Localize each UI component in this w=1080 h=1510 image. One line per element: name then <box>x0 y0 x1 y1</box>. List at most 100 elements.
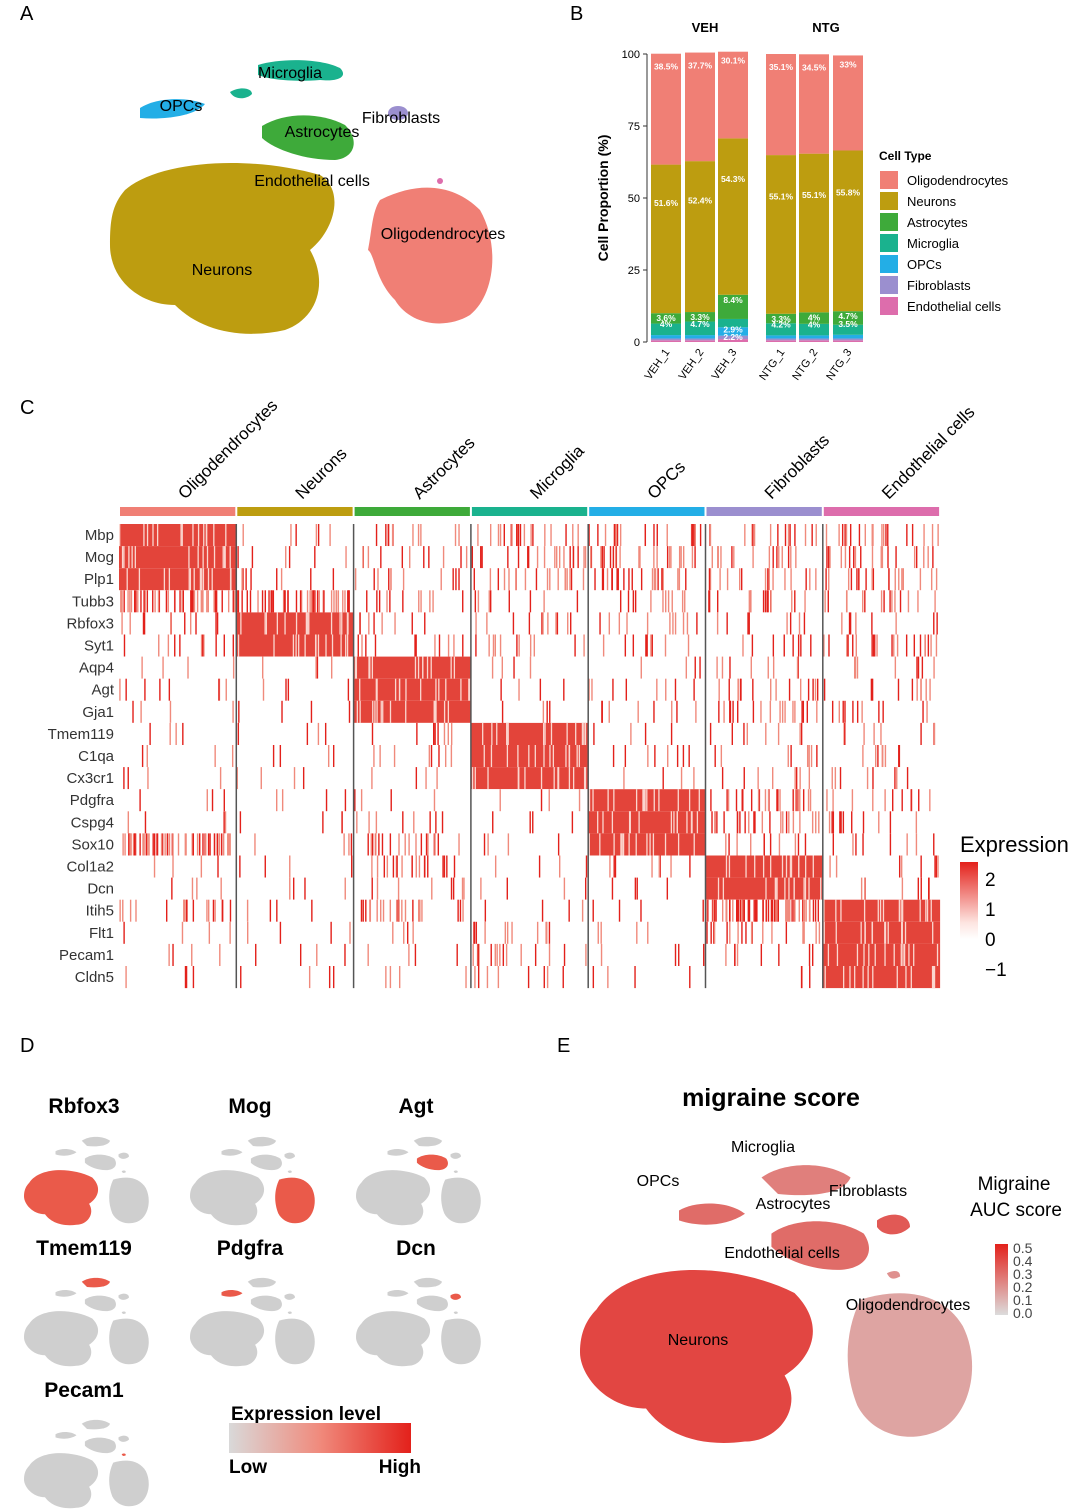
heatmap-stripe <box>736 833 738 856</box>
heatmap-stripe <box>213 524 215 547</box>
heatmap-stripe <box>232 700 234 723</box>
umap-e-label-endothelial: Endothelial cells <box>724 1245 840 1262</box>
heatmap-stripe <box>119 678 121 701</box>
heatmap-stripe <box>538 855 541 878</box>
heatmap-stripe <box>131 546 133 569</box>
heatmap-stripe <box>750 656 752 679</box>
heatmap-cell-pdgfra-endothelial-cells <box>822 789 941 812</box>
heatmap-cell-syt1-astrocytes <box>353 634 471 657</box>
heatmap-stripe <box>420 590 422 613</box>
heatmap-stripe <box>583 634 585 657</box>
heatmap-cell-aqp4-oligodendrocytes <box>119 656 237 679</box>
heatmap-stripe <box>823 678 826 701</box>
heatmap-stripe <box>785 811 788 834</box>
heatmap-stripe <box>765 899 767 922</box>
heatmap-stripe <box>815 921 817 944</box>
heatmap-stripe <box>295 612 298 635</box>
heatmap-stripe <box>725 855 728 878</box>
heatmap-stripe <box>472 943 474 966</box>
heatmap-stripe <box>452 877 455 900</box>
heatmap-stripe <box>575 722 577 745</box>
heatmap-stripe <box>488 634 490 657</box>
heatmap-stripe <box>241 568 243 591</box>
heatmap-stripe <box>708 568 711 591</box>
heatmap-stripe <box>430 745 433 768</box>
migraine-cluster-fibroblasts <box>877 1214 910 1235</box>
heatmap-stripe <box>662 568 664 591</box>
heatmap-stripe <box>871 678 874 701</box>
feature-mog-cluster-oligodendrocytes <box>275 1177 315 1224</box>
heatmap-stripe <box>362 899 364 922</box>
heatmap-stripe <box>411 855 413 878</box>
heatmap-stripe <box>921 656 924 679</box>
feature-tmem119-cluster-endothelial-cells <box>121 1311 126 1314</box>
feature-tmem119-cluster-neurons <box>24 1311 99 1367</box>
heatmap-stripe <box>405 678 407 701</box>
heatmap-stripe <box>170 612 172 635</box>
heatmap-stripe <box>123 767 125 790</box>
heatmap-stripe <box>804 833 807 856</box>
heatmap-stripe <box>795 546 797 569</box>
heatmap-stripe <box>729 656 731 679</box>
heatmap-stripe <box>392 855 395 878</box>
heatmap-stripe <box>553 767 555 790</box>
heatmap-cell-col1a2-microglia <box>470 855 589 878</box>
heatmap-stripe <box>626 612 628 635</box>
heatmap-stripe <box>508 590 510 613</box>
heatmap-stripe <box>682 546 685 569</box>
heatmap-stripe <box>834 767 837 790</box>
heatmap-stripe <box>747 612 749 635</box>
feature-plot-title-tmem119: Tmem119 <box>36 1237 132 1260</box>
heatmap-stripe <box>764 789 767 812</box>
auc-legend-tick: 0.3 <box>1013 1266 1033 1282</box>
heatmap-stripe <box>461 877 464 900</box>
heatmap-stripe <box>335 590 337 613</box>
feature-agt-cluster-endothelial-cells <box>453 1170 458 1173</box>
heatmap-stripe <box>390 568 392 591</box>
heatmap-stripe <box>696 612 698 635</box>
heatmap-legend-tick: 0 <box>985 930 996 951</box>
heatmap-stripe <box>848 546 851 569</box>
heatmap-stripe <box>343 833 345 856</box>
heatmap-stripe <box>853 546 855 569</box>
feature-dcn-cluster-endothelial-cells <box>453 1311 458 1314</box>
heatmap-stripe <box>600 943 603 966</box>
heatmap-stripe <box>902 899 904 922</box>
heatmap-stripe <box>904 921 907 944</box>
feature-rbfox3-cluster-opcs <box>55 1149 77 1156</box>
heatmap-stripe <box>316 943 318 966</box>
heatmap-stripe <box>443 700 446 723</box>
heatmap-stripe <box>193 590 196 613</box>
heatmap-stripe <box>731 722 734 745</box>
heatmap-stripe <box>499 789 501 812</box>
heatmap-stripe <box>602 568 605 591</box>
heatmap-stripe <box>284 612 286 635</box>
heatmap-stripe <box>440 568 442 591</box>
heatmap-stripe <box>741 899 743 922</box>
heatmap-stripe <box>639 546 641 569</box>
heatmap-stripe <box>594 568 596 591</box>
heatmap-stripe <box>628 811 631 834</box>
heatmap-cell-dcn-endothelial-cells <box>822 877 941 900</box>
heatmap-stripe <box>513 656 515 679</box>
heatmap-stripe <box>188 546 190 569</box>
heatmap-stripe <box>882 524 885 547</box>
heatmap-stripe <box>304 877 306 900</box>
heatmap-stripe <box>413 811 415 834</box>
heatmap-legend-tick: −1 <box>985 960 1007 981</box>
heatmap-stripe <box>803 899 805 922</box>
heatmap-stripe <box>852 634 854 657</box>
heatmap-stripe <box>775 899 777 922</box>
heatmap-stripe <box>222 833 225 856</box>
heatmap-cell-pdgfra-astrocytes <box>353 789 471 812</box>
heatmap-stripe <box>799 767 801 790</box>
heatmap-stripe <box>200 634 203 657</box>
heatmap-stripe <box>799 722 801 745</box>
heatmap-stripe <box>919 899 921 922</box>
heatmap-stripe <box>529 656 532 679</box>
heatmap-stripe <box>391 524 394 547</box>
heatmap-stripe <box>389 966 392 989</box>
heatmap-cell-cspg4-neurons <box>236 811 354 834</box>
heatmap-stripe <box>736 943 739 966</box>
heatmap-stripe <box>168 833 171 856</box>
